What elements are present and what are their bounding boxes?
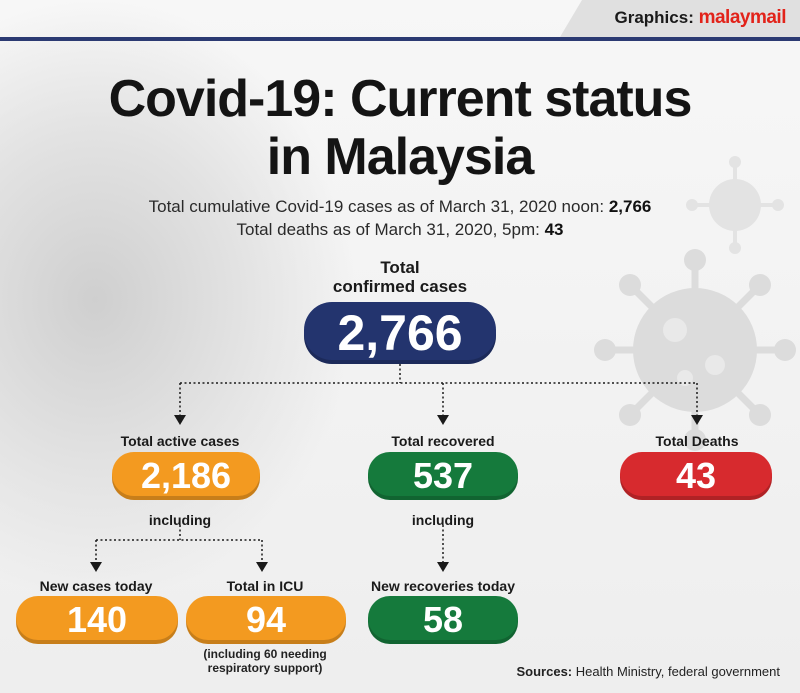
- cumulative-cases-text: Total cumulative Covid-19 cases as of Ma…: [148, 197, 609, 216]
- graphics-credit: Graphics: malaymail: [615, 7, 787, 29]
- total-label-line-1: Total: [380, 258, 420, 277]
- total-confirmed-pill: 2,766: [304, 302, 496, 364]
- deaths-value: 43: [544, 220, 564, 239]
- icu-label: Total in ICU: [226, 578, 304, 594]
- virus-icon: [594, 249, 796, 451]
- credit-tab: [560, 0, 800, 37]
- new-recoveries-pill: 58: [368, 596, 518, 644]
- new-recoveries-label: New recoveries today: [371, 578, 515, 594]
- active-cases-pill: 2,186: [112, 452, 260, 500]
- title-line-2: in Malaysia: [266, 128, 534, 186]
- recovered-label: Total recovered: [391, 433, 495, 449]
- deaths-text: Total deaths as of March 31, 2020, 5pm:: [236, 220, 545, 239]
- brand-logo: malaymail: [698, 7, 787, 28]
- cumulative-cases-value: 2,766: [608, 197, 652, 216]
- icu-note-line-1: (including 60 needing: [203, 647, 327, 661]
- recovered-including-label: including: [411, 512, 475, 528]
- new-cases-label: New cases today: [39, 578, 153, 594]
- active-cases-label: Total active cases: [120, 433, 240, 449]
- total-label-line-2: confirmed cases: [332, 277, 468, 296]
- recovered-pill: 537: [368, 452, 518, 500]
- icu-note-line-2: respiratory support): [207, 661, 323, 675]
- deaths-line: Total deaths as of March 31, 2020, 5pm: …: [0, 220, 800, 240]
- total-deaths-pill: 43: [620, 452, 772, 500]
- virus-icon: [686, 156, 784, 254]
- icu-pill: 94: [186, 596, 346, 644]
- cumulative-cases-line: Total cumulative Covid-19 cases as of Ma…: [0, 197, 800, 217]
- new-cases-pill: 140: [16, 596, 178, 644]
- title-line-1: Covid-19: Current status: [108, 70, 693, 128]
- header-rule: [0, 37, 800, 41]
- page-title: Covid-19: Current status in Malaysia: [0, 70, 800, 186]
- active-including-label: including: [148, 512, 212, 528]
- total-confirmed-label: Total confirmed cases: [300, 258, 500, 296]
- sources-note: Sources: Health Ministry, federal govern…: [517, 664, 781, 679]
- total-deaths-label: Total Deaths: [655, 433, 739, 449]
- credit-prefix: Graphics:: [614, 8, 694, 27]
- icu-note: (including 60 needing respiratory suppor…: [185, 647, 345, 675]
- sources-label: Sources:: [516, 664, 573, 679]
- sources-text: Health Ministry, federal government: [572, 664, 780, 679]
